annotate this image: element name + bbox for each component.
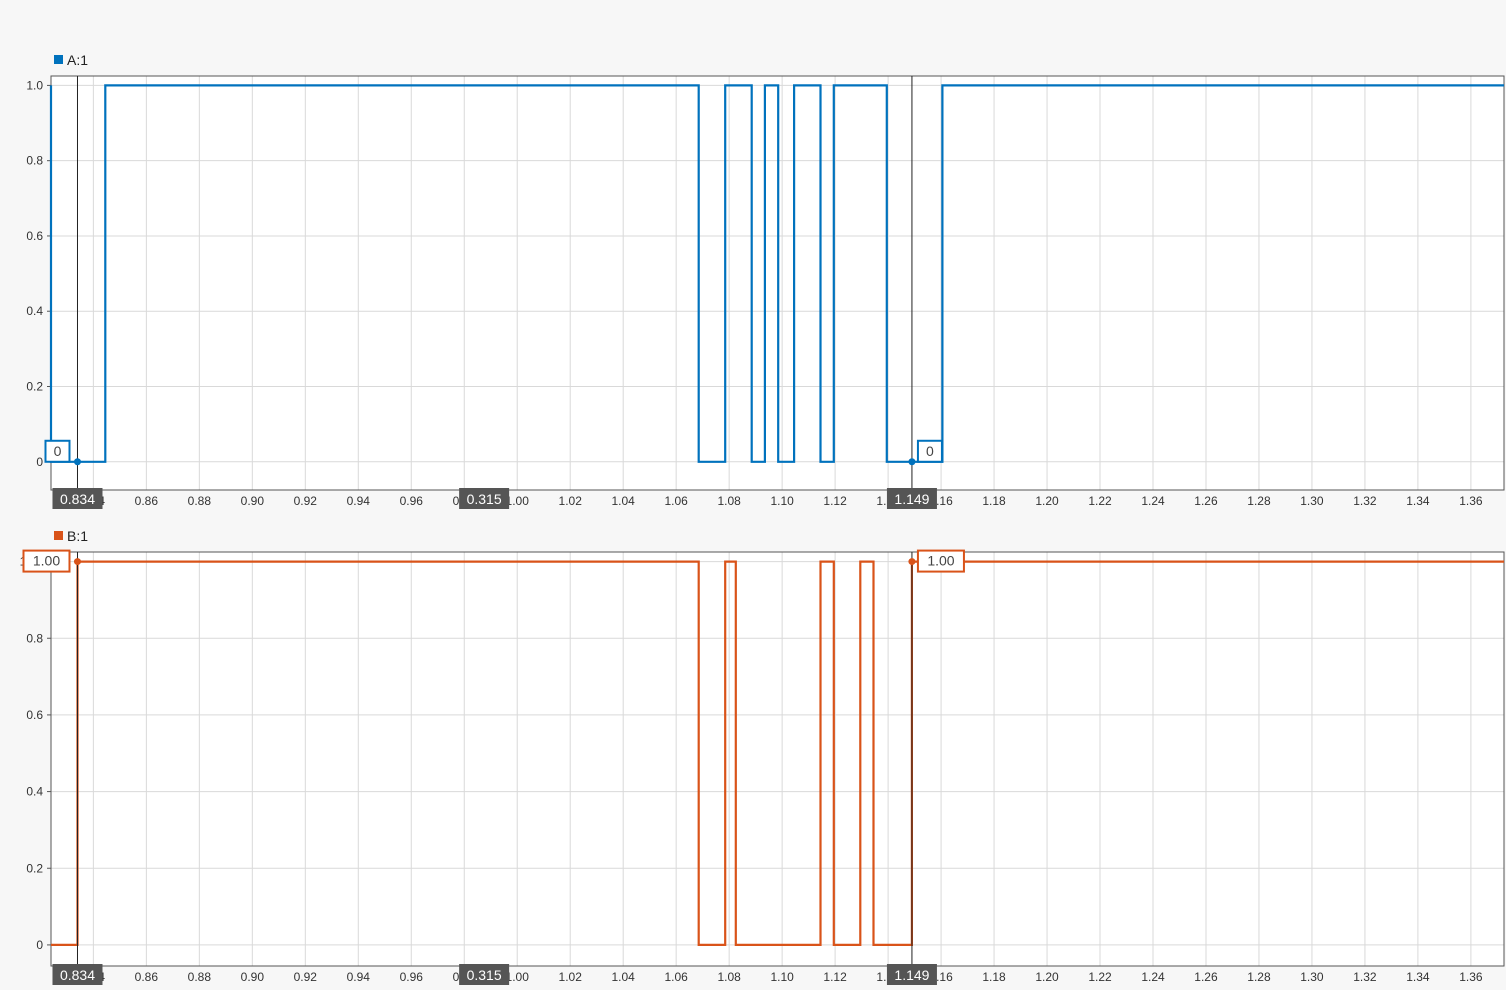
legend-swatch	[54, 531, 63, 540]
x-tick-label: 1.20	[1035, 970, 1059, 984]
x-tick-label: 1.04	[612, 970, 636, 984]
x-tick-label: 1.10	[770, 970, 794, 984]
x-tick-label: 0.86	[135, 494, 159, 508]
cursor-value-label: 0	[54, 443, 62, 459]
legend-label: A:1	[67, 52, 88, 68]
x-tick-label: 0.86	[135, 970, 159, 984]
cursor-right-time-label: 1.149	[894, 491, 929, 507]
cursor-right-time-label-box[interactable]	[886, 964, 937, 985]
x-tick-label: 1.12	[823, 970, 847, 984]
x-tick-label: 1.18	[982, 970, 1006, 984]
series-line-b1	[51, 560, 1504, 947]
x-tick-label: 1.32	[1353, 970, 1377, 984]
cursor-value-box	[22, 549, 71, 573]
plot-panel-2: 0.840.860.880.900.920.940.960.981.001.02…	[20, 528, 1505, 985]
x-tick-label: 1.30	[1300, 970, 1324, 984]
x-tick-label: 1.26	[1194, 970, 1218, 984]
x-tick-label: 1.30	[1300, 494, 1324, 508]
x-tick-label: 1.20	[1035, 494, 1059, 508]
axes-frame	[50, 551, 1505, 967]
x-tick-label: 1.34	[1406, 494, 1430, 508]
x-tick-label: 1.10	[770, 494, 794, 508]
x-tick-label: 0.96	[400, 494, 424, 508]
x-tick-label: 0.88	[188, 494, 212, 508]
x-tick-label: 1.18	[982, 494, 1006, 508]
cursor-value-box	[916, 549, 965, 573]
cursor-right-time-label-box[interactable]	[886, 488, 937, 509]
x-tick-label: 1.28	[1247, 494, 1271, 508]
x-tick-label: 0.92	[294, 970, 318, 984]
x-tick-label: 0.90	[241, 494, 265, 508]
cursor-delta-label-box[interactable]	[459, 488, 510, 509]
cursor-data-point	[73, 558, 81, 566]
x-tick-label: 1.36	[1459, 970, 1483, 984]
x-tick-label: 1.00	[506, 494, 530, 508]
plot-area	[51, 552, 1504, 966]
cursor-delta-label-box[interactable]	[459, 964, 510, 985]
x-tick-label: 0.88	[188, 970, 212, 984]
x-tick-label: 1.08	[717, 970, 741, 984]
x-tick-label: 1.26	[1194, 494, 1218, 508]
cursor-delta-label: 0.315	[467, 967, 502, 983]
x-tick-label: 1.32	[1353, 494, 1377, 508]
series-line-a1	[49, 84, 1504, 463]
y-tick-label: 0	[36, 938, 43, 952]
y-tick-label: 0.2	[26, 861, 43, 875]
legend-swatch	[54, 55, 63, 64]
y-tick-label: 0	[36, 455, 43, 469]
x-tick-label: 0.94	[347, 970, 371, 984]
legend-label: B:1	[67, 528, 88, 544]
x-tick-label: 1.24	[1141, 494, 1165, 508]
x-tick-label: 1.22	[1088, 494, 1112, 508]
x-tick-label: 1.04	[612, 494, 636, 508]
plot-panel-1: 0.840.860.880.900.920.940.960.981.001.02…	[26, 52, 1505, 509]
x-tick-label: 1.12	[823, 494, 847, 508]
x-tick-label: 1.06	[664, 970, 688, 984]
cursor-left-time-label-box[interactable]	[52, 964, 103, 985]
y-tick-label: 0.4	[26, 304, 43, 318]
x-tick-label: 1.28	[1247, 970, 1271, 984]
cursor-value-label: 1.00	[33, 553, 60, 569]
x-tick-label: 0.92	[294, 494, 318, 508]
cursor-data-point	[908, 458, 916, 466]
y-tick-label: 0.6	[26, 229, 43, 243]
cursor-value-box	[916, 439, 943, 463]
y-tick-label: 0.4	[26, 785, 43, 799]
x-tick-label: 1.02	[559, 494, 583, 508]
x-tick-label: 1.02	[559, 970, 583, 984]
y-tick-label: 0.8	[26, 631, 43, 645]
cursor-delta-label: 0.315	[467, 491, 502, 507]
cursor-left-time-label-box[interactable]	[52, 488, 103, 509]
cursor-value-label: 0	[926, 443, 934, 459]
cursor-value-box	[44, 439, 71, 463]
x-tick-label: 1.08	[717, 494, 741, 508]
cursor-value-label: 1.00	[927, 553, 954, 569]
x-tick-label: 1.22	[1088, 970, 1112, 984]
y-tick-label: 0.2	[26, 380, 43, 394]
y-tick-label: 1.0	[26, 78, 43, 92]
cursor-data-point	[73, 458, 81, 466]
x-tick-label: 1.00	[506, 970, 530, 984]
y-tick-label: 0.8	[26, 154, 43, 168]
cursor-left-time-label: 0.834	[60, 967, 95, 983]
x-tick-label: 1.36	[1459, 494, 1483, 508]
cursor-data-point	[908, 558, 916, 566]
y-tick-label: 0.6	[26, 708, 43, 722]
x-tick-label: 1.34	[1406, 970, 1430, 984]
x-tick-label: 1.24	[1141, 970, 1165, 984]
x-tick-label: 0.96	[400, 970, 424, 984]
cursor-right-time-label: 1.149	[894, 967, 929, 983]
x-tick-label: 0.90	[241, 970, 265, 984]
x-tick-label: 1.06	[664, 494, 688, 508]
cursor-left-time-label: 0.834	[60, 491, 95, 507]
x-tick-label: 0.94	[347, 494, 371, 508]
